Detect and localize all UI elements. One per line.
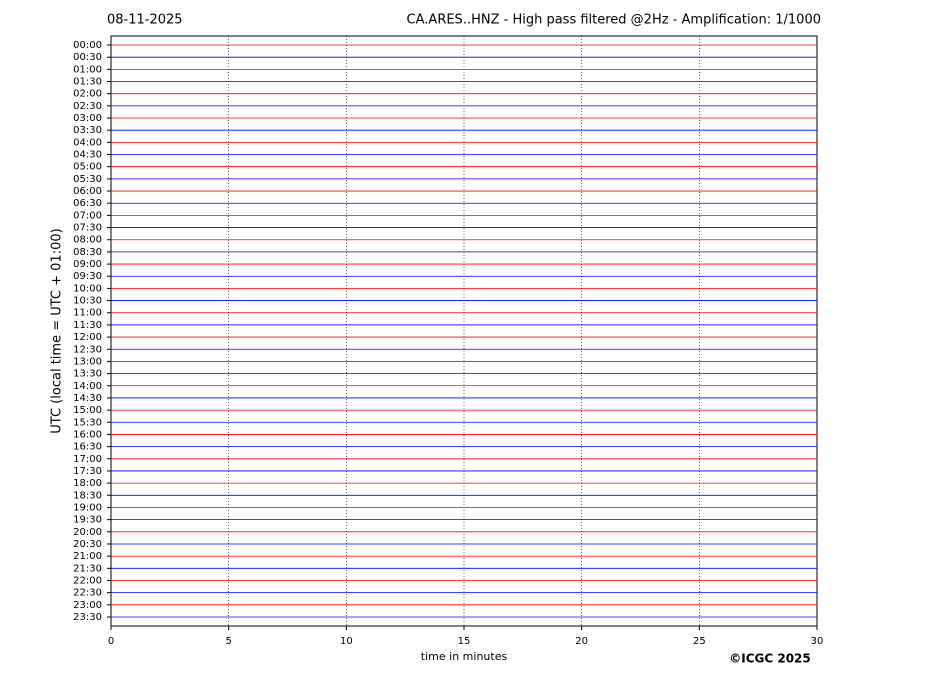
- y-tick-label: 11:00: [73, 308, 102, 319]
- y-tick-label: 14:00: [73, 381, 102, 392]
- y-tick-label: 03:00: [73, 113, 102, 124]
- y-tick-label: 18:30: [73, 490, 102, 501]
- y-tick-label: 05:30: [73, 174, 102, 185]
- y-tick-label: 19:30: [73, 515, 102, 526]
- y-tick-label: 00:00: [73, 40, 102, 51]
- y-tick-label: 06:30: [73, 198, 102, 209]
- y-tick-label: 03:30: [73, 125, 102, 136]
- y-tick-label: 07:00: [73, 210, 102, 221]
- y-tick-label: 02:00: [73, 89, 102, 100]
- y-tick-label: 21:30: [73, 563, 102, 574]
- y-tick-label: 12:00: [73, 332, 102, 343]
- y-tick-label: 22:30: [73, 588, 102, 599]
- y-tick-label: 15:00: [73, 405, 102, 416]
- y-tick-label: 10:00: [73, 283, 102, 294]
- y-tick-label: 11:30: [73, 320, 102, 331]
- credit: ©ICGC 2025: [729, 652, 811, 666]
- y-tick-label: 13:30: [73, 369, 102, 380]
- y-tick-label: 20:30: [73, 539, 102, 550]
- y-tick-label: 21:00: [73, 551, 102, 562]
- y-tick-label: 15:30: [73, 417, 102, 428]
- y-tick-label: 08:30: [73, 247, 102, 258]
- chart-title: CA.ARES..HNZ - High pass filtered @2Hz -…: [407, 13, 821, 28]
- y-tick-label: 01:30: [73, 77, 102, 88]
- y-tick-label: 16:00: [73, 429, 102, 440]
- y-tick-label: 02:30: [73, 101, 102, 112]
- y-tick-label: 04:30: [73, 150, 102, 161]
- y-tick-label: 07:30: [73, 223, 102, 234]
- x-tick-label: 30: [811, 636, 824, 647]
- y-tick-label: 22:00: [73, 575, 102, 586]
- x-tick-label: 25: [693, 636, 706, 647]
- y-tick-label: 09:30: [73, 271, 102, 282]
- y-tick-label: 00:30: [73, 52, 102, 63]
- y-tick-label: 20:00: [73, 527, 102, 538]
- x-tick-label: 20: [575, 636, 588, 647]
- y-tick-label: 08:00: [73, 235, 102, 246]
- y-tick-label: 14:30: [73, 393, 102, 404]
- y-tick-label: 17:30: [73, 466, 102, 477]
- y-tick-label: 01:00: [73, 64, 102, 75]
- x-axis-label: time in minutes: [421, 650, 508, 663]
- y-tick-label: 19:00: [73, 502, 102, 513]
- y-tick-label: 04:00: [73, 137, 102, 148]
- chart-date: 08-11-2025: [107, 13, 183, 28]
- y-tick-label: 06:00: [73, 186, 102, 197]
- y-tick-label: 09:00: [73, 259, 102, 270]
- y-tick-label: 12:30: [73, 344, 102, 355]
- y-tick-label: 13:00: [73, 356, 102, 367]
- y-tick-label: 05:00: [73, 162, 102, 173]
- y-tick-label: 17:00: [73, 454, 102, 465]
- y-tick-label: 18:00: [73, 478, 102, 489]
- x-tick-label: 0: [108, 636, 114, 647]
- y-tick-label: 23:00: [73, 600, 102, 611]
- y-tick-label: 10:30: [73, 296, 102, 307]
- y-tick-label: 23:30: [73, 612, 102, 623]
- y-axis-label: UTC (local time = UTC + 01:00): [50, 228, 65, 433]
- x-tick-label: 15: [458, 636, 471, 647]
- y-tick-label: 16:30: [73, 442, 102, 453]
- x-tick-label: 10: [340, 636, 353, 647]
- x-tick-label: 5: [225, 636, 231, 647]
